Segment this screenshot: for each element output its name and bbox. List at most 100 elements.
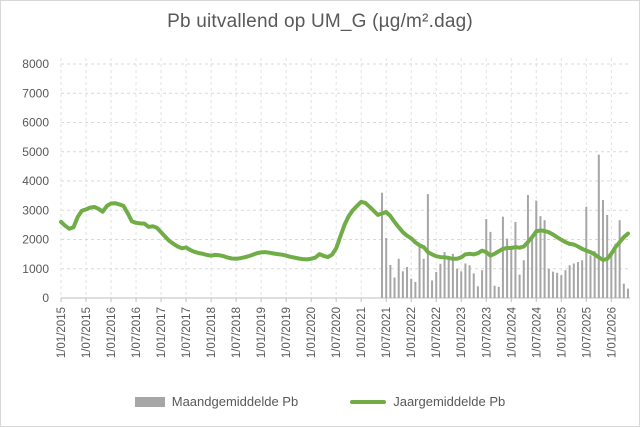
legend-label-jaargemiddelde: Jaargemiddelde Pb [393,394,506,409]
monthly-average-bar [581,260,584,298]
bar-series-swatch [134,396,165,407]
monthly-average-bar [493,285,496,298]
monthly-average-bar [497,286,500,298]
y-axis-tick-label: 8000 [22,57,49,71]
monthly-average-bar [422,258,425,298]
y-axis-tick-label: 5000 [22,145,49,159]
monthly-average-bar [506,238,509,298]
monthly-average-bar [443,252,446,298]
monthly-average-bar [472,273,475,298]
chart-title: Pb uitvallend op UM_G (µg/m².dag) [167,11,473,32]
monthly-average-bar [551,271,554,298]
monthly-average-bar [601,200,604,298]
y-axis-tick-label: 7000 [22,86,49,100]
legend-item-maandgemiddelde: Maandgemiddelde Pb [134,394,299,409]
monthly-average-bar [397,258,400,298]
monthly-average-bar [418,243,421,298]
monthly-average-bar [593,251,596,298]
monthly-average-bar [481,270,484,298]
monthly-average-bar [539,216,542,298]
monthly-average-bar [460,271,463,298]
legend-label-maandgemiddelde: Maandgemiddelde Pb [171,394,299,409]
monthly-average-bar [547,268,550,298]
x-axis-tick-label: 1/07/2025 [581,307,593,358]
x-axis-tick-label: 1/01/2017 [156,307,168,358]
monthly-average-bar [476,286,479,298]
x-axis-tick-label: 1/07/2023 [481,307,493,358]
x-axis-tick-label: 1/07/2018 [231,307,243,358]
x-axis-tick-label: 1/01/2026 [606,307,618,358]
x-axis-tick-label: 1/01/2019 [256,307,268,358]
y-axis-tick-label: 4000 [22,174,49,188]
monthly-average-bar [627,288,629,298]
monthly-average-bar [518,274,521,298]
x-axis-tick-label: 1/07/2024 [531,306,543,358]
monthly-average-bar [456,268,459,298]
monthly-average-bar [381,192,384,298]
monthly-average-bar [589,255,592,298]
monthly-average-bar [597,154,600,298]
y-axis-tick-label: 0 [42,291,49,305]
monthly-average-bar [468,265,471,298]
monthly-average-bar [451,253,454,298]
monthly-average-bar [447,257,450,298]
monthly-average-bar [431,280,434,298]
x-axis-tick-label: 1/07/2016 [131,307,143,358]
monthly-average-bar [576,262,579,298]
monthly-average-bar [435,271,438,298]
monthly-average-bar [522,260,525,298]
x-axis-tick-label: 1/01/2016 [106,307,118,358]
monthly-average-bar [614,243,617,298]
x-axis-tick-label: 1/01/2024 [506,306,518,358]
monthly-average-bar [572,263,575,298]
monthly-average-bar [560,275,563,298]
x-axis-tick-label: 1/01/2018 [206,307,218,358]
monthly-average-bar [610,253,613,298]
x-axis-tick-label: 1/07/2017 [181,307,193,358]
x-axis-tick-label: 1/01/2021 [356,307,368,358]
monthly-average-bar [426,194,429,298]
monthly-average-bar [489,231,492,298]
y-axis-tick-label: 1000 [22,262,49,276]
monthly-average-bar [510,248,513,298]
monthly-average-bar [556,272,559,298]
x-axis-tick-label: 1/07/2020 [331,307,343,358]
chart-legend: Maandgemiddelde Pb Jaargemiddelde Pb [1,394,639,409]
x-axis-tick-label: 1/07/2022 [431,307,443,358]
monthly-average-bar [410,278,413,298]
monthly-average-bar [385,238,388,298]
monthly-average-bar [526,195,529,298]
monthly-average-bar [393,277,396,298]
monthly-average-bar [564,270,567,298]
monthly-average-bar [618,220,621,298]
line-series-swatch [350,399,387,404]
x-axis-tick-label: 1/07/2021 [381,307,393,358]
monthly-average-bar [414,281,417,298]
monthly-average-bar [543,220,546,298]
x-axis-tick-label: 1/01/2023 [456,307,468,358]
monthly-average-bar [622,283,625,298]
x-axis-tick-label: 1/07/2019 [281,307,293,358]
y-axis-tick-label: 2000 [22,233,49,247]
legend-item-jaargemiddelde: Jaargemiddelde Pb [350,394,505,409]
x-axis-tick-label: 1/01/2022 [406,307,418,358]
monthly-average-bar [389,264,392,298]
y-axis-tick-label: 6000 [22,116,49,130]
monthly-average-bar [501,216,504,298]
monthly-average-bar [406,266,409,298]
x-axis-tick-label: 1/07/2015 [81,307,93,358]
monthly-average-bar [401,271,404,298]
monthly-average-bar [514,221,517,298]
yearly-average-line [59,199,630,262]
monthly-average-bar [439,263,442,298]
monthly-average-bar [568,265,571,298]
monthly-average-bar [531,238,534,298]
x-axis-tick-label: 1/01/2020 [306,307,318,358]
monthly-average-bar [535,200,538,298]
y-axis-tick-label: 3000 [22,203,49,217]
x-axis-tick-label: 1/01/2025 [556,307,568,358]
monthly-average-bar [485,219,488,298]
x-axis-tick-label: 1/01/2015 [56,307,68,358]
